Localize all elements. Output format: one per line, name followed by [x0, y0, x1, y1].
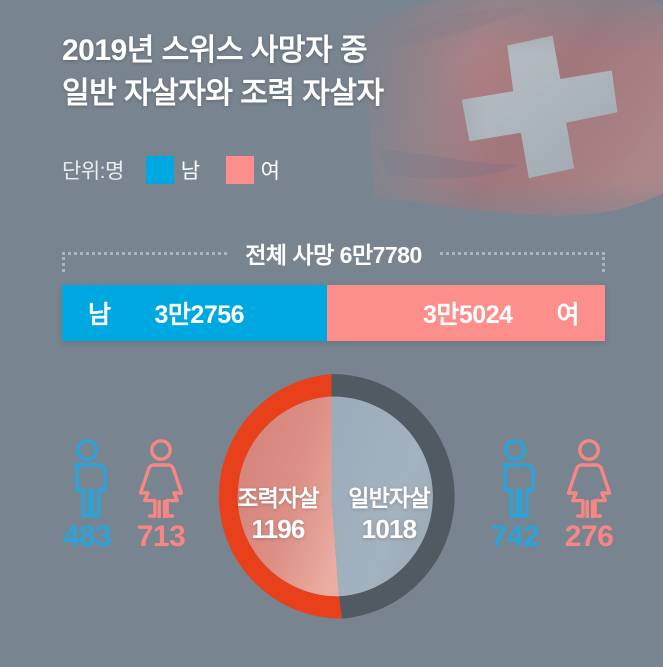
pie-slice-general — [331, 396, 433, 597]
bar-male-label: 남 — [88, 301, 111, 329]
pie-ring-general — [331, 373, 455, 619]
general-female-count: 276 — [564, 520, 614, 553]
pie-ring-assisted — [218, 374, 342, 619]
bar-male-value: 3만2756 — [154, 301, 245, 329]
assisted-people-group: 483 713 — [58, 438, 190, 552]
assisted-female-count: 713 — [136, 520, 186, 553]
page-title: 2019년 스위스 사망자 중 일반 자살자와 조력 자살자 — [62, 34, 384, 110]
pie-slice-assisted — [237, 396, 339, 597]
legend: 단위:명 남 여 — [62, 155, 305, 185]
swiss-flag-icon — [353, 0, 663, 250]
general-people-group: 742 276 — [486, 438, 618, 552]
unit-label: 단위:명 — [62, 160, 124, 183]
bracket-tick-left — [62, 252, 65, 272]
legend-label-male: 남 — [180, 160, 200, 183]
bar-female-label: 여 — [556, 301, 579, 329]
bracket-tick-right — [602, 252, 605, 272]
suicide-pie-chart: 조력자살 1196 일반자살 1018 — [203, 368, 460, 625]
pie-label-general-value: 1018 — [361, 513, 417, 544]
pie-label-general-name: 일반자살 — [348, 485, 430, 511]
assisted-male-count: 483 — [62, 520, 112, 553]
total-deaths-bar: 남 3만2756 3만5024 여 — [62, 285, 605, 341]
male-figure-icon — [489, 438, 541, 520]
general-female: 276 — [560, 438, 618, 552]
general-male-count: 742 — [490, 520, 540, 553]
bar-female-value: 3만5024 — [422, 301, 513, 329]
pie-label-assisted: 조력자살 1196 — [219, 485, 337, 546]
assisted-male: 483 — [58, 438, 116, 552]
pie-label-assisted-value: 1196 — [251, 513, 305, 544]
legend-label-female: 여 — [260, 160, 280, 183]
assisted-female: 713 — [132, 438, 190, 552]
male-figure-icon — [61, 438, 113, 520]
bar-segment-female: 3만5024 여 — [326, 285, 605, 341]
legend-swatch-male — [145, 156, 174, 184]
bar-segment-male: 남 3만2756 — [62, 285, 327, 341]
legend-swatch-female — [225, 156, 254, 184]
female-figure-icon — [135, 438, 187, 520]
total-deaths-label: 전체 사망 6만7780 — [229, 236, 438, 270]
total-bracket: 전체 사망 6만7780 — [62, 236, 605, 274]
pie-label-assisted-name: 조력자살 — [237, 485, 319, 511]
general-male: 742 — [486, 438, 544, 552]
pie-label-general: 일반자살 1018 — [330, 485, 448, 546]
female-figure-icon — [563, 438, 615, 520]
